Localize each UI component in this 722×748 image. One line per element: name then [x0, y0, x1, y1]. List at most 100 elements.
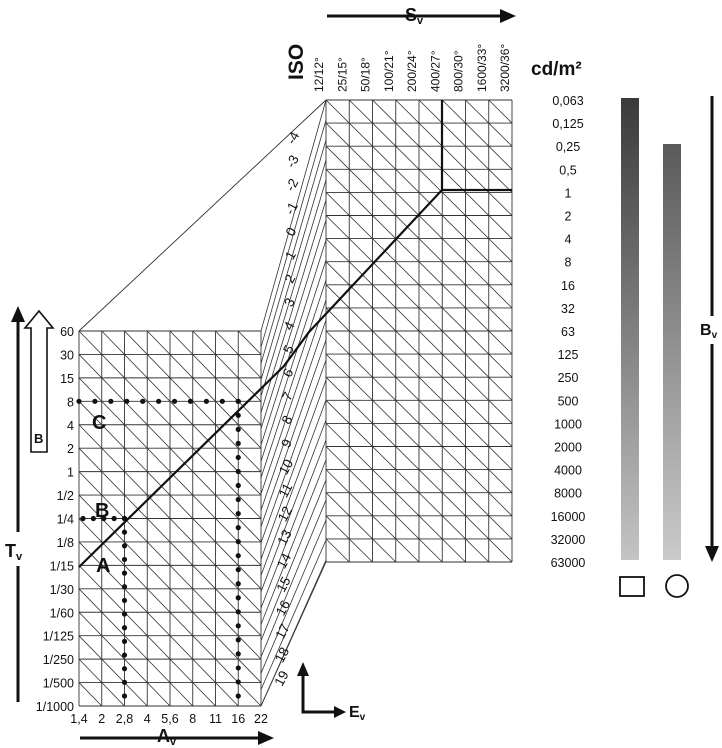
shutter-time-label: 1/60 [50, 606, 74, 620]
guide-dot [235, 595, 241, 601]
grid-line-diagonal [325, 515, 373, 563]
ev-connector-line [260, 339, 327, 527]
shutter-time-label: 2 [67, 442, 74, 456]
luminance-label: 125 [558, 348, 579, 362]
shutter-time-label: 1/30 [50, 583, 74, 597]
gray-strip-average [663, 144, 681, 560]
ev-connector-line [260, 479, 327, 641]
grid-line-diagonal [325, 492, 397, 563]
guide-dot [121, 652, 128, 658]
luminance-label: 8 [565, 256, 572, 270]
guide-dot [124, 398, 130, 404]
shutter-time-label: 8 [67, 395, 74, 409]
ev-connector-line [260, 499, 327, 658]
luminance-label: 1000 [554, 417, 582, 431]
ev-label: E [349, 704, 360, 721]
shutter-time-label: 1/8 [57, 536, 74, 550]
grid-line-diagonal [325, 145, 513, 332]
grid-line-diagonal [78, 541, 239, 707]
ev-connector-line [260, 219, 327, 429]
ev-label: -1 [282, 200, 301, 218]
av-subscript: v [170, 736, 177, 748]
guide-dot [203, 398, 209, 404]
square-outline-icon [619, 576, 645, 597]
ev-label: 18 [272, 645, 292, 665]
iso-label: 1600/33° [475, 44, 489, 92]
ev-subscript: v [360, 712, 366, 723]
guide-dot [121, 570, 128, 576]
iso-label: 3200/36° [498, 44, 512, 92]
guide-dot [235, 412, 241, 418]
ev-connector-line [260, 179, 327, 397]
guide-dot [235, 609, 241, 615]
guide-dot [235, 525, 241, 531]
grid-line-diagonal [325, 307, 513, 493]
guide-dot [121, 529, 128, 535]
grid-line-diagonal [325, 353, 513, 540]
guide-dot [156, 398, 162, 404]
ev-label: -2 [283, 176, 302, 194]
guide-dot [121, 584, 128, 590]
ev-connector-line [260, 159, 327, 381]
ev-label: 16 [273, 598, 293, 618]
grid-line-diagonal [488, 99, 513, 124]
ev-label: -3 [283, 153, 302, 171]
grid-line-diagonal [192, 330, 262, 402]
guide-dot [92, 398, 98, 404]
shutter-time-label: 1/2 [57, 489, 74, 503]
aperture-label: 5,6 [161, 712, 178, 726]
ev-connector-line [260, 439, 327, 609]
guide-dot [121, 515, 128, 522]
shutter-time-label: 1/1000 [36, 700, 74, 714]
guide-dot [121, 693, 128, 699]
shutter-time-label: 15 [60, 372, 74, 386]
luminance-label: 63000 [551, 556, 586, 570]
grid-line-diagonal [395, 99, 513, 216]
luminance-label: 1 [565, 186, 572, 200]
guide-dot [121, 679, 128, 685]
guide-dot [121, 556, 128, 563]
guide-dot [108, 398, 114, 404]
svg-text:Sv: Sv [405, 5, 424, 27]
ev-connector-line [260, 99, 327, 332]
guide-dot [235, 581, 241, 587]
guide-dot [80, 515, 86, 522]
grid-line-diagonal [78, 682, 103, 707]
luminance-label: 16 [561, 279, 575, 293]
shutter-time-label: 60 [60, 325, 74, 339]
ev-connector-line [260, 319, 327, 511]
grid-line-diagonal [325, 400, 490, 563]
guide-dot [235, 539, 241, 545]
ev-connector-lines [78, 99, 327, 707]
luminance-label: 500 [558, 394, 579, 408]
ev-label: 12 [275, 504, 295, 524]
luminance-scale-labels: 0,063 0,125 0,25 0,5 1 2 4 8 16 32 63 125 250 500 1000… [551, 94, 586, 570]
grid-line-diagonal [325, 538, 350, 563]
luminance-label: 32000 [551, 533, 586, 547]
luminance-label: 0,5 [559, 163, 576, 177]
luminance-label: 4000 [554, 464, 582, 478]
ev-label: 14 [274, 550, 295, 571]
luminance-label: 0,25 [556, 140, 580, 154]
grid-line-diagonal [78, 635, 148, 707]
guide-dot [101, 515, 107, 522]
bv-label: B [700, 322, 712, 339]
grid-line-diagonal [325, 99, 513, 286]
shutter-time-label: 1/4 [57, 513, 74, 527]
av-axis-arrow: Av [80, 726, 274, 748]
sv-label: S [405, 5, 417, 25]
grid-line-diagonal [78, 611, 171, 707]
ev-connector-line [260, 419, 327, 592]
sv-axis-arrow: Sv [327, 5, 516, 27]
iso-label: 800/30° [452, 50, 466, 92]
iso-label: 100/21° [382, 50, 396, 92]
bv-subscript: v [712, 330, 718, 341]
iso-label: 12/12° [312, 57, 326, 92]
aperture-label: 11 [209, 712, 222, 726]
ev-connector-line [260, 259, 327, 462]
ev-connector-line [260, 279, 327, 478]
av-label: A [157, 726, 170, 746]
luminance-label: 16000 [551, 510, 586, 524]
iso-label: 200/24° [405, 50, 419, 92]
grid-line-diagonal [465, 99, 513, 147]
